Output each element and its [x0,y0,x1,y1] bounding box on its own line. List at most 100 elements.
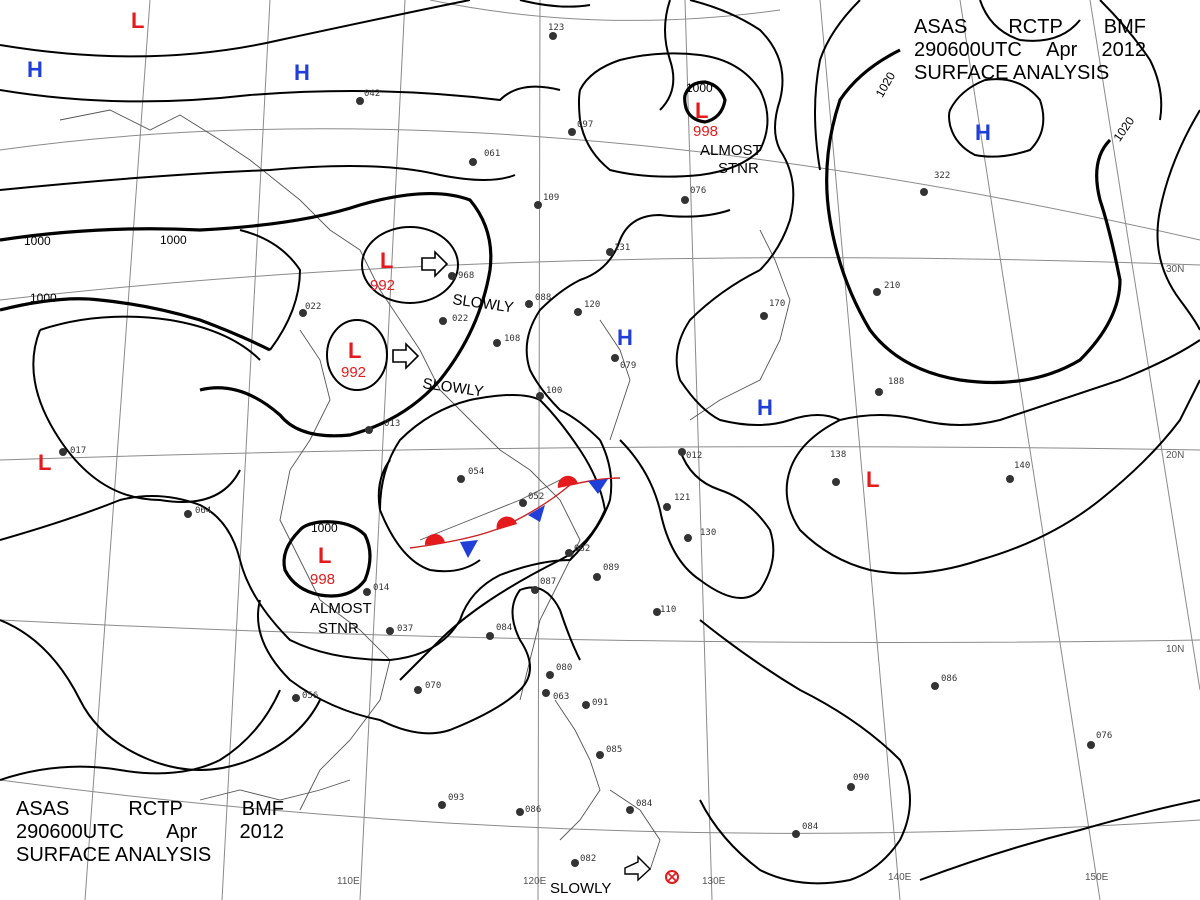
station-marker [653,608,661,616]
station-marker [536,392,544,400]
station-value: 084 [802,822,818,832]
isobar-label: 1000 [30,291,57,305]
movement-label: SLOWLY [550,880,611,897]
pressure-value: 998 [310,571,335,588]
isobar-label: 1000 [24,234,51,248]
station-value: 084 [636,799,652,809]
station-marker [681,196,689,204]
stationary-front [409,475,621,558]
movement-labels: SLOWLY SLOWLY ALMOST STNR ALMOST STNR SL… [310,142,762,897]
station-value: 080 [556,663,572,673]
station-value: 087 [540,577,556,587]
station-marker [386,627,394,635]
latitude-label: 30N [1166,264,1184,275]
station-value: 089 [603,563,619,573]
station-marker [571,859,579,867]
latitude-label: 10N [1166,644,1184,655]
longitude-label: 130E [702,876,726,887]
station-marker [448,272,456,280]
station-value: 063 [553,692,569,702]
title-analysis: SURFACE ANALYSIS [16,844,212,866]
station-value: 140 [1014,461,1030,471]
pressure-center-symbol: H [975,120,991,145]
title-month: Apr [166,821,198,843]
station-marker [438,801,446,809]
pressure-center-symbol: H [294,60,310,85]
movement-label: ALMOST [700,142,762,159]
title-line-3: SURFACE ANALYSIS [914,62,1146,85]
isobar-label: 1000 [686,81,713,95]
pressure-centers: L H H L 998 H L 992 L 992 L 998 L H H L [27,8,991,588]
station-value: 076 [1096,731,1112,741]
title-code: BMF [1103,16,1146,38]
station-value: 084 [496,623,512,633]
title-year: 2012 [1101,39,1147,61]
station-value: 064 [195,506,211,516]
pressure-center-symbol: L [38,450,51,475]
station-value: 022 [305,302,321,312]
station-value: 086 [525,805,541,815]
title-line-1: ASAS RCTP BMF [16,798,284,821]
station-value: 076 [690,186,706,196]
station-value: 079 [620,361,636,371]
station-value: 188 [888,377,904,387]
station-marker [534,201,542,209]
station-marker [1087,741,1095,749]
station-marker [920,188,928,196]
movement-label: ALMOST [310,600,372,617]
station-value: 042 [364,89,380,99]
station-marker [439,317,447,325]
pressure-center-symbol: L [348,338,361,363]
pressure-center-symbol: L [380,248,393,273]
title-line-3: SURFACE ANALYSIS [16,844,284,867]
station-value: 086 [941,674,957,684]
station-value: 061 [484,149,500,159]
title-line-2: 290600UTC Apr 2012 [914,39,1146,62]
station-marker [873,288,881,296]
station-value: 100 [546,386,562,396]
pressure-value: 992 [341,364,366,381]
station-value: 138 [830,450,846,460]
station-value: 014 [373,583,389,593]
station-marker [611,354,619,362]
station-marker [516,808,524,816]
station-marker [574,308,582,316]
station-value: 170 [769,299,785,309]
longitude-label: 110E [337,876,360,887]
longitude-label: 120E [523,876,547,887]
station-marker [582,701,590,709]
station-marker [847,783,855,791]
station-marker [457,475,465,483]
station-marker [606,248,614,256]
movement-label: STNR [718,160,759,177]
station-marker [792,830,800,838]
station-marker [678,448,686,456]
station-marker [663,503,671,511]
station-marker [469,158,477,166]
title-time: 290600UTC [16,821,124,843]
coordinate-labels: 110E 120E 130E 140E 150E 30N 20N 10N [337,264,1184,887]
station-value: 082 [580,854,596,864]
pressure-center-symbol: L [695,98,708,123]
station-value: 090 [853,773,869,783]
station-marker [486,632,494,640]
title-line-2: 290600UTC Apr 2012 [16,821,284,844]
station-marker [365,426,373,434]
title-month: Apr [1046,39,1078,61]
station-value: 093 [448,793,464,803]
pressure-center-symbol: L [318,543,331,568]
station-marker [549,32,557,40]
station-marker [565,549,573,557]
station-marker [626,806,634,814]
station-marker [356,97,364,105]
station-marker [832,478,840,486]
station-value: 085 [606,745,622,755]
station-value: 322 [934,171,950,181]
station-marker [292,694,300,702]
station-marker [414,686,422,694]
longitude-label: 150E [1085,872,1109,883]
station-value: 121 [674,493,690,503]
